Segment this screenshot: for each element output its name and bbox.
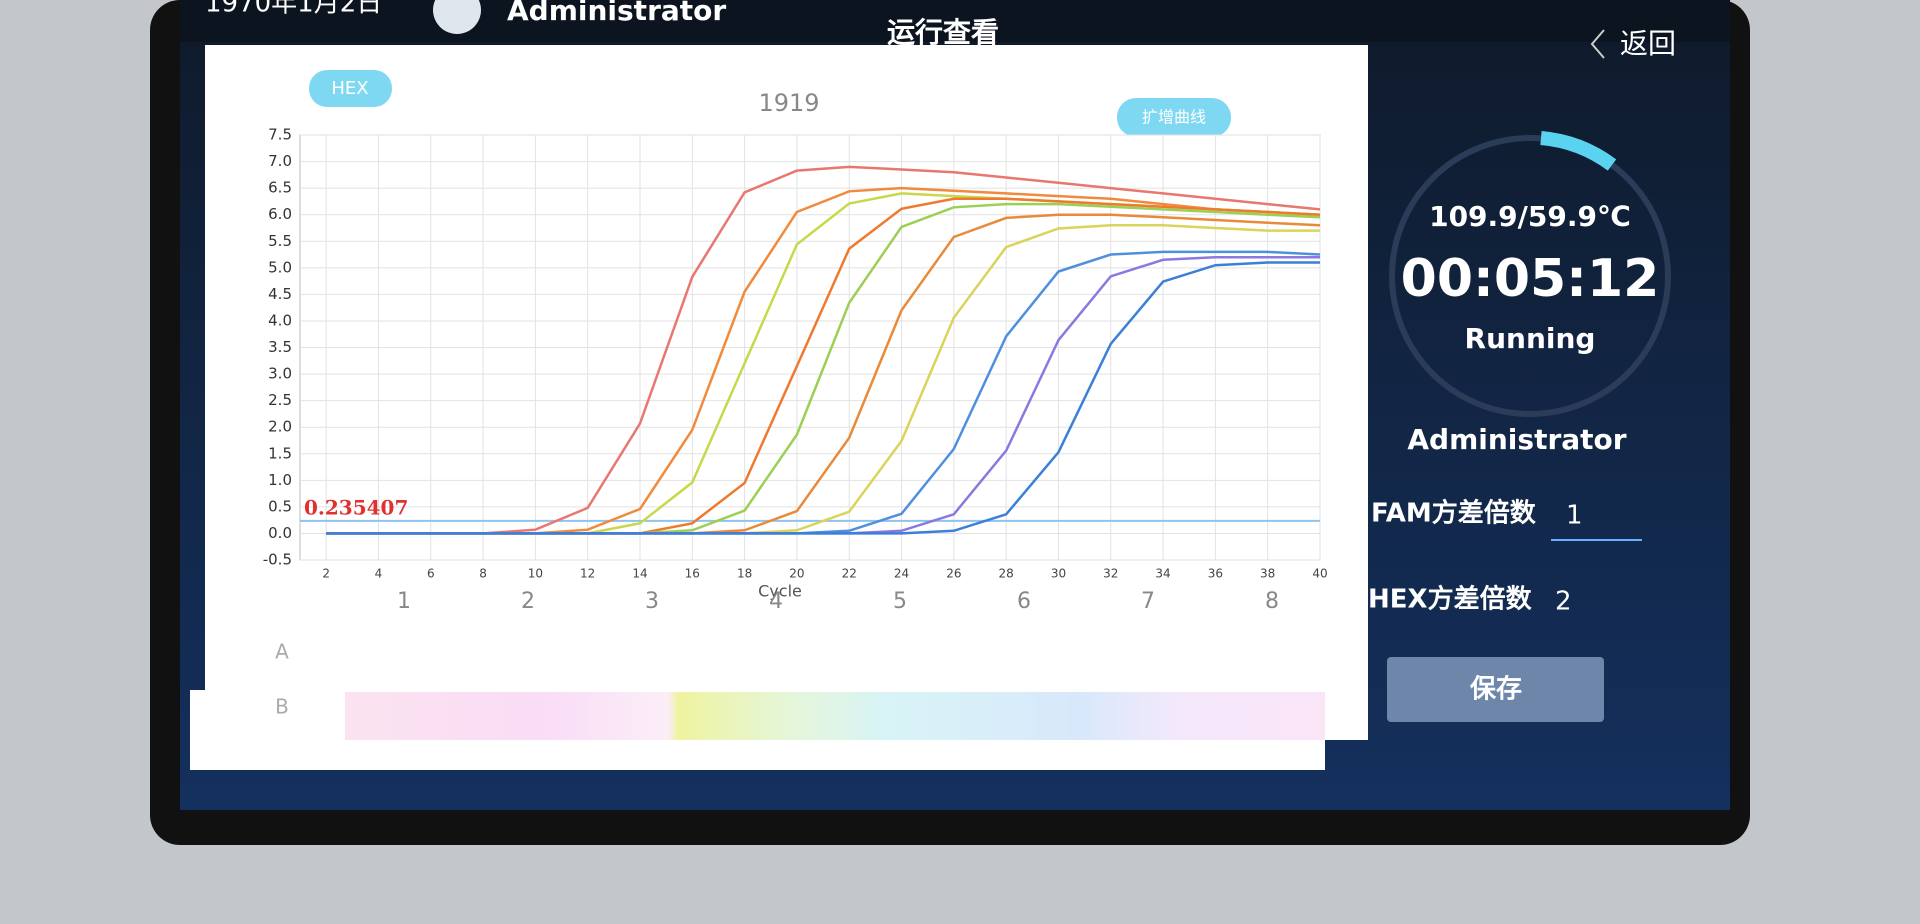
plate-row-b-wells [345, 692, 1325, 740]
y-tick-label: 5.5 [268, 232, 292, 250]
y-tick-label: 2.5 [268, 391, 292, 409]
fam-input[interactable]: 1 [1566, 501, 1583, 531]
x-tick-label: 10 [528, 567, 543, 581]
y-tick-label: 4.5 [268, 285, 292, 303]
y-tick-label: 2.0 [268, 418, 292, 436]
page-title: 运行查看 [887, 16, 999, 49]
x-tick-label: 8 [479, 567, 487, 581]
x-tick-label: 34 [1155, 567, 1170, 581]
user-name: Administrator [507, 0, 726, 27]
x-tick-label: 4 [375, 567, 383, 581]
fam-label: FAM方差倍数 [1371, 498, 1537, 529]
y-tick-label: 7.0 [268, 152, 292, 170]
x-tick-label: 12 [580, 567, 595, 581]
x-axis-label: Cycle [758, 582, 802, 601]
x-tick-label: 40 [1312, 567, 1327, 581]
y-tick-label: 1.5 [268, 444, 292, 462]
x-tick-label: 28 [999, 567, 1014, 581]
plate-column-label: 4 [769, 589, 783, 614]
plate-column-label: 8 [1265, 589, 1279, 614]
plate-column-label: 3 [645, 589, 659, 614]
plate-row-label: A [275, 640, 289, 664]
amplification-curve [326, 261, 1320, 535]
plate-column-label: 1 [397, 589, 411, 614]
x-tick-label: 18 [737, 567, 752, 581]
x-tick-label: 30 [1051, 567, 1066, 581]
save-button[interactable] [1387, 657, 1604, 722]
y-tick-label: 4.0 [268, 311, 292, 329]
x-tick-label: 26 [946, 567, 961, 581]
threshold-label: 0.235407 [304, 495, 408, 519]
x-tick-label: 16 [685, 567, 700, 581]
avatar [433, 0, 481, 34]
save-button-label[interactable]: 保存 [1469, 675, 1522, 705]
view-button-label[interactable]: 扩增曲线 [1142, 108, 1206, 127]
plate-row-label: B [275, 695, 289, 719]
hex-input[interactable]: 2 [1555, 587, 1572, 617]
view-button[interactable] [1117, 98, 1231, 137]
plate-column-label: 7 [1141, 589, 1155, 614]
channel-button[interactable] [309, 70, 392, 107]
x-tick-label: 6 [427, 567, 435, 581]
y-tick-label: 3.5 [268, 338, 292, 356]
y-tick-label: 7.5 [268, 126, 292, 144]
x-tick-label: 14 [632, 567, 647, 581]
y-tick-label: 0.0 [268, 524, 292, 542]
operator: Administrator [1407, 423, 1626, 456]
channel-button-label[interactable]: HEX [331, 78, 368, 99]
back-chevron[interactable] [1590, 29, 1605, 59]
elapsed-time: 00:05:12 [1401, 249, 1660, 309]
hex-label: HEX方差倍数 [1368, 584, 1533, 615]
x-tick-label: 38 [1260, 567, 1275, 581]
plate-column-label: 6 [1017, 589, 1031, 614]
plate-column-label: 2 [521, 589, 535, 614]
y-tick-label: 5.0 [268, 258, 292, 276]
x-tick-label: 22 [842, 567, 857, 581]
run-state: Running [1465, 322, 1596, 355]
run-name: 1919 [758, 89, 819, 117]
x-tick-label: 20 [789, 567, 804, 581]
progress-arc [1540, 131, 1617, 171]
plate-column-label: 5 [893, 589, 907, 614]
y-tick-label: 6.5 [268, 179, 292, 197]
y-tick-label: 3.0 [268, 365, 292, 383]
date: 1970年1月2日 [205, 0, 382, 19]
x-tick-label: 32 [1103, 567, 1118, 581]
x-tick-label: 36 [1208, 567, 1223, 581]
y-tick-label: 1.0 [268, 471, 292, 489]
y-tick-label: 0.5 [268, 497, 292, 515]
temperature: 109.9/59.9℃ [1429, 200, 1631, 233]
x-tick-label: 24 [894, 567, 909, 581]
back-button[interactable]: 返回 [1620, 27, 1676, 60]
y-tick-label: 6.0 [268, 205, 292, 223]
x-tick-label: 2 [322, 567, 330, 581]
progress-ring [1389, 135, 1671, 417]
y-tick-label: -0.5 [263, 551, 292, 569]
